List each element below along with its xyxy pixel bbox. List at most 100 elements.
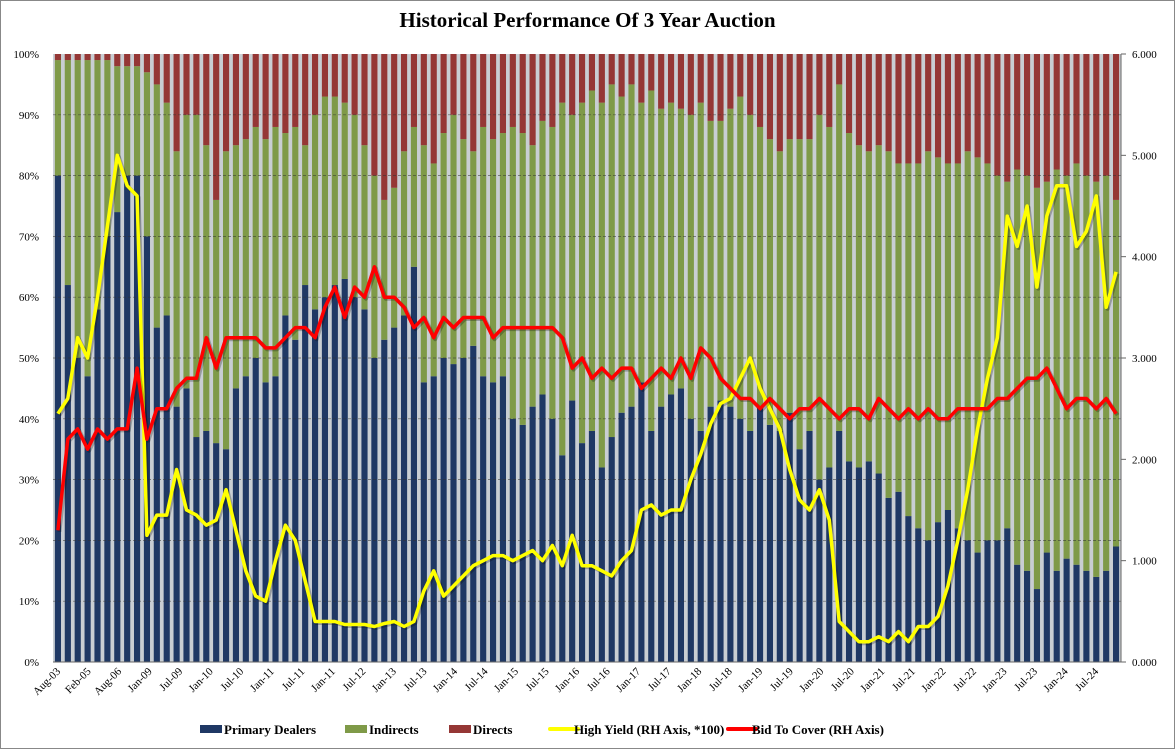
bar-directs [193, 54, 200, 115]
bar-directs [1073, 54, 1080, 164]
bar-primary-dealers [489, 382, 497, 662]
bar-directs [133, 54, 141, 67]
legend-primary-dealers-label: Primary Dealers [224, 722, 316, 737]
bar-primary-dealers [1023, 570, 1031, 662]
x-axis-tick-label: Jan-18 [675, 665, 705, 695]
bar-primary-dealers [608, 437, 615, 662]
bar-primary-dealers [133, 175, 141, 662]
bar-primary-dealers [173, 406, 180, 662]
bar-primary-dealers [717, 400, 724, 662]
bar-primary-dealers [549, 418, 556, 662]
bar-primary-dealers [450, 364, 457, 662]
bar-primary-dealers [74, 358, 81, 662]
bar-primary-dealers [203, 430, 210, 662]
bar-directs [143, 54, 151, 73]
bar-directs [94, 54, 101, 61]
bar-directs [400, 54, 408, 152]
bar-primary-dealers [667, 394, 675, 662]
x-axis-tick-label: Jul-22 [951, 666, 979, 694]
bar-directs [489, 54, 497, 140]
bar-directs [578, 54, 586, 103]
bar-directs [529, 54, 536, 146]
bar-directs [213, 54, 220, 200]
bar-indirects [302, 145, 309, 286]
bar-primary-dealers [994, 540, 1001, 662]
bar-directs [737, 54, 744, 97]
bar-indirects [361, 145, 368, 310]
bar-primary-dealers [282, 315, 289, 662]
bar-primary-dealers [598, 467, 605, 662]
legend-indirects-swatch [345, 725, 367, 733]
bar-indirects [618, 96, 625, 413]
bid-to-cover-line [56, 265, 1118, 531]
bar-indirects [885, 151, 892, 498]
bar-directs [104, 54, 111, 61]
bar-indirects [193, 114, 200, 438]
bar-primary-dealers [470, 345, 477, 662]
bar-directs [796, 54, 803, 140]
bar-directs [272, 54, 279, 127]
bar-directs [1043, 54, 1050, 182]
bar-primary-dealers [578, 443, 586, 662]
left-axis-tick-label: 50% [19, 353, 39, 365]
bar-indirects [984, 163, 991, 541]
bar-indirects [964, 151, 971, 541]
bar-primary-dealers [588, 430, 596, 662]
bar-directs [786, 54, 793, 140]
bar-directs [865, 54, 872, 152]
bar-directs [707, 54, 714, 121]
x-axis-tick-label: Jul-09 [157, 665, 185, 693]
bar-directs [262, 54, 269, 140]
bar-primary-dealers [648, 430, 655, 662]
bar-directs [183, 54, 190, 115]
bar-directs [440, 54, 447, 134]
bar-directs [895, 54, 902, 164]
bar-primary-dealers [539, 394, 546, 662]
bar-indirects [895, 163, 902, 492]
bar-directs [984, 54, 991, 164]
bar-primary-dealers [410, 266, 418, 662]
bar-indirects [727, 108, 734, 407]
left-axis-tick-label: 60% [19, 292, 39, 304]
bar-indirects [1112, 199, 1120, 547]
bar-directs [74, 54, 81, 61]
bar-primary-dealers [934, 522, 942, 662]
bar-indirects [638, 102, 645, 383]
bar-primary-dealers [1103, 570, 1110, 662]
bar-indirects [272, 126, 279, 377]
bar-indirects [321, 96, 329, 298]
right-axis-tick-label: 3.000 [1132, 353, 1157, 365]
bar-indirects [410, 126, 418, 267]
bar-directs [361, 54, 368, 146]
bar-directs [282, 54, 289, 134]
bar-indirects [865, 151, 872, 462]
x-axis-tick-label: Jan-20 [797, 665, 827, 695]
bar-indirects [222, 151, 230, 450]
x-axis-tick-label: Jan-22 [919, 666, 948, 695]
bar-primary-dealers [954, 528, 961, 662]
bar-directs [885, 54, 892, 152]
bar-primary-dealers [845, 461, 853, 662]
bar-indirects [1004, 181, 1011, 529]
bar-indirects [470, 151, 477, 346]
bar-directs [826, 54, 833, 127]
x-axis-tick-label: Jul-24 [1073, 665, 1101, 693]
bar-primary-dealers [1112, 546, 1120, 662]
bar-indirects [311, 114, 319, 310]
left-axis-tick-label: 80% [19, 171, 39, 183]
bar-primary-dealers [361, 309, 368, 662]
bar-indirects [855, 145, 863, 468]
bar-indirects [569, 114, 576, 401]
bar-directs [311, 54, 319, 115]
bar-directs [1112, 54, 1120, 200]
bar-indirects [381, 199, 388, 340]
bar-indirects [697, 102, 704, 431]
bar-indirects [667, 102, 675, 395]
bar-indirects [173, 151, 180, 407]
bar-directs [845, 54, 853, 134]
bar-directs [717, 54, 724, 121]
bar-indirects [1093, 181, 1100, 577]
bar-primary-dealers [915, 528, 922, 662]
bar-primary-dealers [242, 376, 249, 662]
bar-indirects [391, 187, 398, 328]
